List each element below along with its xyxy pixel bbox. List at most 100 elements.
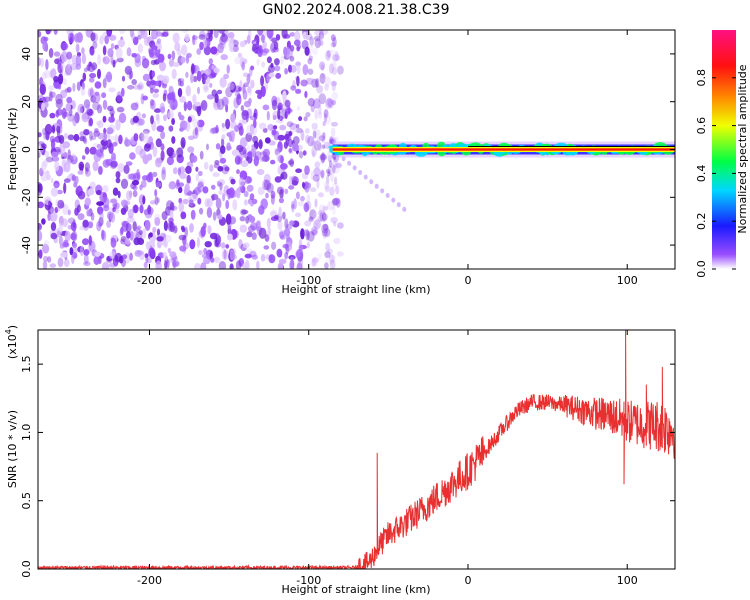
noise-blob (322, 132, 326, 139)
noise-blob (66, 51, 73, 60)
noise-blob (94, 81, 102, 89)
noise-blob (232, 199, 238, 211)
x-tick-label: -100 (296, 574, 321, 587)
noise-blob (283, 141, 288, 149)
noise-blob (120, 199, 128, 208)
noise-blob (244, 253, 252, 259)
noise-blob (54, 160, 60, 172)
noise-blob (283, 46, 288, 57)
noise-blob (243, 82, 249, 88)
noise-blob (172, 167, 178, 175)
noise-blob (43, 255, 49, 262)
y-tick-label: -20 (20, 188, 33, 206)
noise-blob (226, 64, 230, 74)
noise-blob (221, 96, 229, 107)
noise-blob (328, 254, 335, 265)
noise-blob (50, 177, 54, 183)
noise-blob (253, 112, 257, 118)
noise-blob (179, 245, 187, 252)
noise-blob (335, 198, 341, 208)
noise-blob (193, 262, 202, 269)
noise-blob (118, 112, 127, 124)
noise-blob (311, 229, 318, 235)
noise-blob (274, 176, 282, 183)
noise-blob (318, 204, 325, 213)
noise-blob (156, 228, 161, 236)
noise-blob (207, 225, 212, 235)
noise-blob (257, 186, 265, 195)
noise-blob (87, 188, 95, 196)
noise-blob (141, 228, 147, 239)
noise-blob (285, 223, 293, 230)
noise-blob (147, 204, 152, 215)
noise-blob (96, 121, 101, 126)
noise-blob (262, 179, 270, 191)
noise-blob (134, 249, 142, 257)
noise-blob (245, 215, 250, 224)
noise-blob (56, 189, 63, 195)
noise-blob (131, 179, 140, 186)
noise-blob (295, 124, 300, 129)
noise-blob (257, 30, 264, 36)
noise-blob (329, 186, 335, 196)
noise-blob (320, 73, 327, 78)
noise-blob (310, 39, 316, 48)
noise-blob (305, 77, 314, 85)
noise-blob (319, 32, 324, 42)
noise-blob (276, 147, 281, 155)
noise-blob (132, 190, 138, 198)
noise-blob (139, 204, 144, 214)
noise-blob (282, 244, 289, 249)
noise-blob (172, 62, 180, 68)
noise-blob (286, 121, 294, 128)
noise-blob (268, 254, 273, 261)
noise-blob (98, 165, 103, 175)
noise-blob (310, 140, 318, 147)
noise-blob (313, 211, 318, 219)
noise-blob (197, 86, 200, 95)
noise-blob (300, 79, 308, 87)
noise-blob (132, 221, 137, 232)
noise-blob (235, 187, 241, 199)
noise-blob (300, 228, 305, 240)
noise-blob (111, 152, 116, 161)
noise-blob (97, 54, 102, 65)
noise-blob (251, 198, 258, 205)
noise-blob (318, 104, 322, 115)
noise-blob (57, 257, 64, 268)
noise-blob (154, 80, 160, 87)
noise-blob (295, 127, 303, 134)
noise-blob (43, 69, 50, 79)
noise-blob (217, 180, 221, 187)
noise-blob (294, 30, 301, 42)
noise-blob (57, 199, 65, 209)
noise-blob (160, 150, 165, 161)
noise-blob (134, 204, 138, 214)
noise-blob (178, 186, 183, 194)
noise-blob (160, 130, 166, 140)
noise-blob (134, 58, 142, 68)
noise-blob (50, 187, 59, 197)
noise-blob (39, 83, 46, 96)
noise-blob (214, 93, 219, 104)
noise-blob (296, 262, 303, 269)
noise-blob (114, 202, 120, 210)
noise-blob (189, 239, 196, 250)
noise-blob (97, 68, 101, 79)
noise-blob (244, 175, 252, 184)
noise-blob (277, 251, 282, 258)
noise-blob (317, 143, 323, 151)
noise-blob (289, 32, 296, 37)
noise-blob (234, 56, 241, 65)
noise-blob (277, 134, 285, 141)
noise-blob (271, 99, 278, 111)
noise-blob (321, 132, 326, 143)
noise-blob (48, 85, 55, 91)
noise-blob (256, 260, 260, 269)
noise-blob (321, 223, 329, 234)
noise-blob (167, 247, 172, 254)
noise-blob (75, 63, 82, 70)
noise-blob (246, 155, 253, 164)
noise-blob (322, 120, 326, 127)
noise-blob (319, 61, 326, 70)
